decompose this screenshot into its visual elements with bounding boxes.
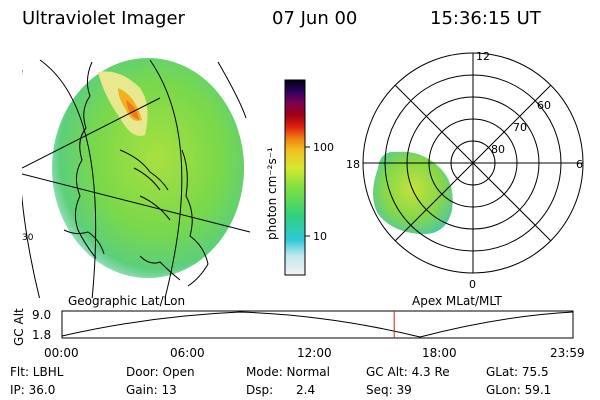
image-time: 15:36:15 UT xyxy=(430,8,541,29)
info-gain: Gain: 13 xyxy=(126,383,177,397)
altitude-plot: GC Alt 9.0 1.8 00:00 06:00 12:00 18:00 2… xyxy=(12,308,585,360)
coastline xyxy=(119,149,171,221)
longitude-line xyxy=(22,97,161,169)
mlat-label-80: 80 xyxy=(491,143,505,156)
mlat-label-70: 70 xyxy=(513,121,527,134)
polar-caption: Apex MLat/MLT xyxy=(412,294,502,308)
info-glat: GLat: 75.5 xyxy=(486,365,549,379)
latitude-line xyxy=(39,59,97,298)
latitude-line xyxy=(22,70,41,298)
mlt-label-6: 6 xyxy=(576,158,583,171)
instrument-title: Ultraviolet Imager xyxy=(22,8,185,29)
colorbar-tick-10: 10 xyxy=(313,230,327,243)
info-dsp-value: 2.4 xyxy=(296,383,315,397)
info-ip: IP: 36.0 xyxy=(10,383,55,397)
info-seq: Seq: 39 xyxy=(366,383,412,397)
info-flt: Flt: LBHL xyxy=(10,365,64,379)
altitude-xtick: 12:00 xyxy=(297,346,332,360)
altitude-xtick: 06:00 xyxy=(170,346,205,360)
latitude-line xyxy=(217,61,247,119)
mlt-label-18: 18 xyxy=(346,158,360,171)
info-door: Door: Open xyxy=(126,365,195,379)
altitude-ytick-bottom: 1.8 xyxy=(32,328,51,342)
colorbar-tick-100: 100 xyxy=(313,141,334,154)
auroral-oval-image xyxy=(373,151,453,235)
info-gc-alt: GC Alt: 4.3 Re xyxy=(366,365,450,379)
longitude-line xyxy=(22,173,251,233)
geo-corner-label: 30 xyxy=(22,233,34,243)
geographic-image-panel xyxy=(22,58,251,298)
altitude-ylabel: GC Alt xyxy=(12,308,26,346)
latitude-line xyxy=(149,59,183,298)
altitude-xtick: 23:59 xyxy=(550,346,585,360)
mlat-label-60: 60 xyxy=(537,99,551,112)
coastline xyxy=(74,61,97,259)
altitude-curve xyxy=(61,311,574,338)
mlt-label-12: 12 xyxy=(476,50,490,63)
altitude-xtick: 18:00 xyxy=(422,346,457,360)
coastline xyxy=(181,149,209,287)
image-date: 07 Jun 00 xyxy=(272,8,358,29)
polar-panel: 12 18 6 0 60 70 80 xyxy=(346,50,584,291)
colorbar-unit-label: photon cm⁻²s⁻¹ xyxy=(265,147,279,240)
mlt-label-0: 0 xyxy=(469,278,476,291)
info-glon: GLon: 59.1 xyxy=(486,383,551,397)
info-dsp-label: Dsp: xyxy=(246,383,273,397)
colorbar: 100 10 photon cm⁻²s⁻¹ xyxy=(265,79,334,276)
geo-caption: Geographic Lat/Lon xyxy=(68,294,185,308)
coastline xyxy=(63,229,181,281)
altitude-xtick: 00:00 xyxy=(44,346,79,360)
info-block: Flt: LBHL IP: 36.0 Door: Open Gain: 13 M… xyxy=(10,365,551,397)
auroral-image xyxy=(52,58,244,278)
altitude-ytick-top: 9.0 xyxy=(32,308,51,322)
info-mode: Mode: Normal xyxy=(246,365,330,379)
